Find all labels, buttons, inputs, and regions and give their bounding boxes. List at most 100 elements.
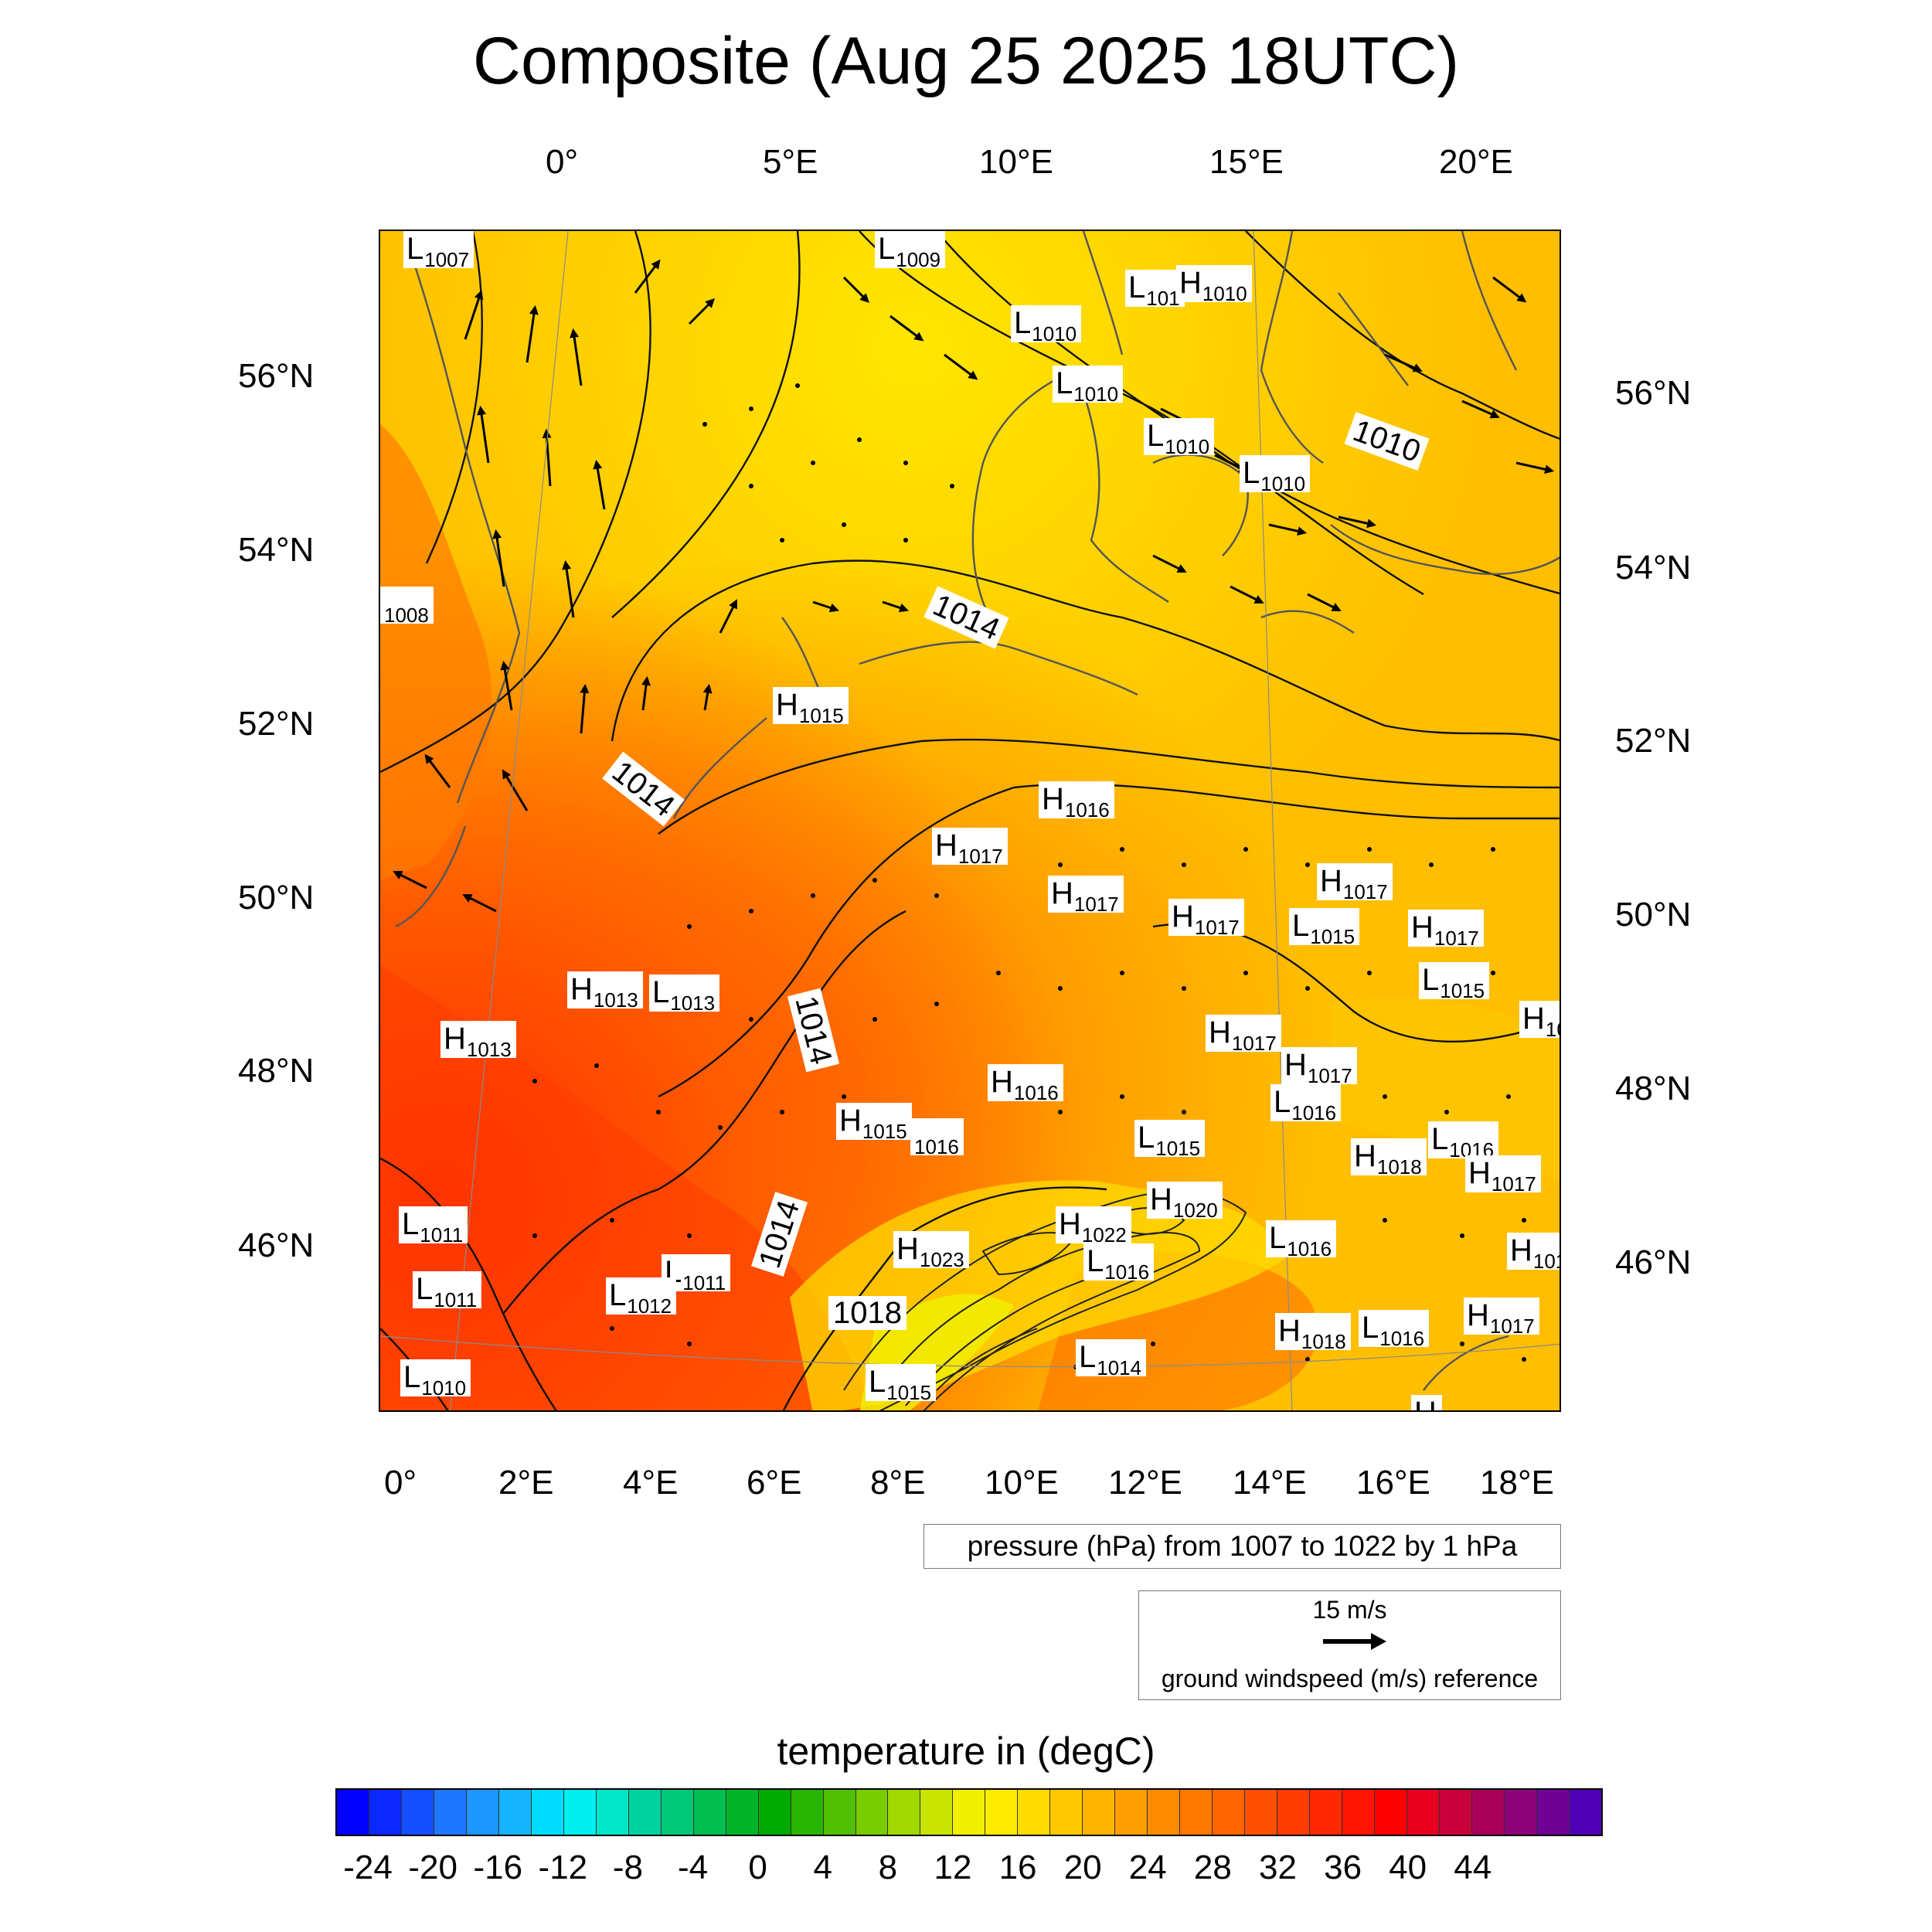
colorbar-segment — [1050, 1790, 1083, 1835]
pressure-center-label: H — [1411, 1395, 1442, 1410]
colorbar-segment — [1148, 1790, 1181, 1835]
colorbar-segment — [1245, 1790, 1278, 1835]
colorbar-segment — [791, 1790, 824, 1835]
right-lat-label: 56°N — [1615, 374, 1692, 412]
pressure-center-label: L1012 — [606, 1277, 677, 1316]
pressure-center-label: L1015 — [1289, 908, 1360, 947]
isobar-lines — [380, 231, 1560, 1410]
colorbar-segment — [1536, 1790, 1570, 1835]
pressure-center-label: L1015 — [1419, 962, 1490, 1001]
right-lat-label: 46°N — [1615, 1243, 1692, 1281]
colorbar-segment — [531, 1790, 564, 1835]
colorbar-tick-label: 4 — [813, 1849, 832, 1886]
pressure-center-label: H1013 — [567, 971, 643, 1010]
pressure-center-label: L1014 — [1076, 1339, 1147, 1378]
colorbar-tick-label: 20 — [1063, 1849, 1102, 1886]
bottom-lon-label: 6°E — [747, 1464, 802, 1502]
pressure-center-label: H1010 — [1176, 265, 1252, 304]
pressure-center-label: L1010 — [1240, 455, 1311, 494]
pressure-center-label: H1016 — [1039, 781, 1114, 820]
pressure-center-label: L1016 — [1083, 1243, 1155, 1282]
colorbar-tick-label: 0 — [748, 1849, 767, 1886]
colorbar-segment — [953, 1790, 986, 1835]
colorbar-tick-label: 16 — [998, 1849, 1037, 1886]
pressure-center-label: 1008 — [380, 587, 434, 625]
colorbar-tick-label: -4 — [678, 1849, 709, 1886]
colorbar-tick-label: 40 — [1389, 1849, 1427, 1886]
colorbar-segment — [888, 1790, 921, 1835]
pressure-center-label: H1017 — [1465, 1155, 1541, 1194]
pressure-center-label: H1015 — [773, 687, 849, 726]
left-lat-label: 52°N — [238, 705, 315, 743]
right-lat-label: 50°N — [1615, 896, 1692, 934]
colorbar-tick-label: 12 — [934, 1849, 972, 1886]
pressure-center-label: L1010 — [400, 1359, 471, 1398]
colorbar-tick-label: 24 — [1128, 1849, 1167, 1886]
bottom-lon-label: 0° — [384, 1464, 417, 1502]
pressure-center-label: L1015 — [1134, 1120, 1206, 1158]
colorbar-segment — [1439, 1790, 1472, 1835]
bottom-lon-label: 10°E — [985, 1464, 1059, 1502]
map-canvas — [380, 231, 1560, 1410]
right-lat-label: 48°N — [1615, 1070, 1692, 1107]
colorbar-tick-label: -24 — [343, 1849, 393, 1886]
colorbar-segment — [1115, 1790, 1148, 1835]
right-lat-label: 52°N — [1615, 722, 1692, 760]
pressure-center-label: H10 — [1519, 1001, 1560, 1039]
colorbar-segment — [855, 1790, 889, 1835]
map-title: Composite (Aug 25 2025 18UTC) — [472, 24, 1460, 98]
wind-dots — [455, 383, 1526, 1369]
pressure-center-label: H1016 — [988, 1064, 1063, 1103]
colorbar-tick-label: -20 — [408, 1849, 457, 1886]
colorbar-tick-label: 28 — [1193, 1849, 1232, 1886]
colorbar-segment — [434, 1790, 467, 1835]
bottom-lon-label: 12°E — [1108, 1464, 1182, 1502]
left-lat-label: 48°N — [238, 1052, 315, 1090]
left-lat-label: 54°N — [238, 531, 315, 569]
pressure-center-label: H1017 — [1408, 910, 1484, 948]
pressure-center-label: H1018 — [1275, 1313, 1351, 1352]
pressure-center-label: H1017 — [1168, 899, 1244, 937]
colorbar-segment — [1569, 1790, 1601, 1835]
pressure-center-label: L1007 — [403, 231, 474, 270]
coastlines — [395, 231, 1560, 1391]
colorbar-segment — [693, 1790, 726, 1835]
colorbar-tick-label: -16 — [473, 1849, 523, 1886]
pressure-center-label: L1013 — [649, 975, 720, 1013]
isobar-label: 1018 — [828, 1296, 906, 1330]
colorbar-segment — [920, 1790, 954, 1835]
pressure-center-label: L1016 — [1359, 1310, 1430, 1349]
pressure-center-label: H1018 — [1351, 1138, 1427, 1177]
pressure-center-label: H1017 — [1048, 876, 1124, 914]
pressure-center-label: L101 — [1125, 270, 1185, 308]
pressure-legend: pressure (hPa) from 1007 to 1022 by 1 hP… — [923, 1524, 1561, 1569]
bottom-lon-label: 8°E — [870, 1464, 926, 1502]
top-lon-label: 10°E — [979, 143, 1053, 181]
colorbar-tick-label: 36 — [1324, 1849, 1362, 1886]
colorbar-segment — [1018, 1790, 1051, 1835]
pressure-center-label: 1016 — [910, 1118, 964, 1157]
colorbar-segment — [337, 1790, 369, 1835]
left-lat-label: 46°N — [238, 1226, 315, 1264]
pressure-center-label: H1013 — [440, 1021, 516, 1060]
pressure-center-label: L1009 — [875, 231, 946, 270]
colorbar-segment — [1406, 1790, 1440, 1835]
wind-reference-speed: 15 m/s — [1312, 1596, 1387, 1624]
colorbar-tick-label: 8 — [878, 1849, 898, 1886]
colorbar-segment — [1342, 1790, 1375, 1835]
top-lon-label: 20°E — [1439, 143, 1513, 181]
pressure-center-label: L1010 — [1053, 366, 1124, 404]
colorbar-segment — [1083, 1790, 1116, 1835]
pressure-center-label: H101 — [1507, 1233, 1560, 1271]
top-lon-label: 5°E — [763, 143, 818, 181]
colorbar-segment — [1375, 1790, 1407, 1835]
colorbar-segment — [1310, 1790, 1343, 1835]
colorbar-title: temperature in (degC) — [777, 1730, 1155, 1773]
pressure-center-label: H1017 — [1464, 1298, 1539, 1336]
left-lat-label: 50°N — [238, 879, 315, 917]
bottom-lon-label: 2°E — [498, 1464, 554, 1502]
colorbar-segment — [1180, 1790, 1213, 1835]
colorbar-segment — [369, 1790, 402, 1835]
colorbar-segment — [726, 1790, 759, 1835]
graticule — [380, 231, 1560, 1410]
